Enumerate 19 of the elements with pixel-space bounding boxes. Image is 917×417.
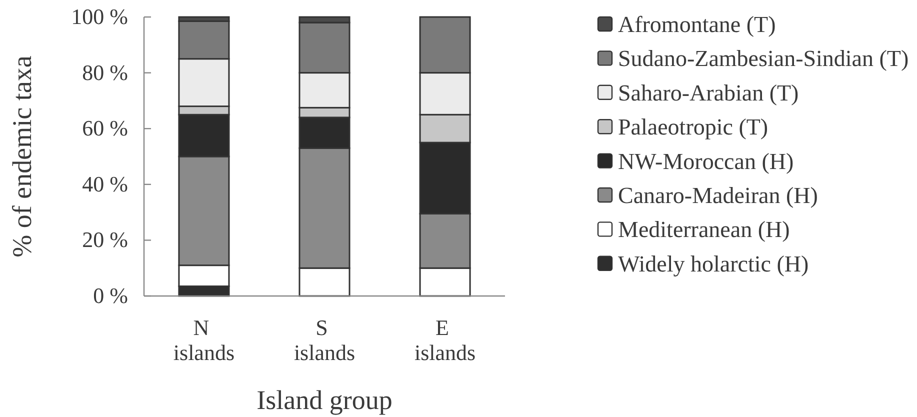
y-tick-label: 0 %	[93, 283, 128, 308]
legend-label: Afromontane (T)	[618, 12, 776, 37]
legend-label: Canaro-Madeiran (H)	[618, 183, 818, 208]
y-tick-label: 100 %	[71, 4, 128, 30]
y-tick-label: 80 %	[82, 60, 128, 85]
legend-label: Mediterranean (H)	[618, 217, 790, 242]
legend-label: Sudano-Zambesian-Sindian (T)	[618, 46, 909, 72]
x-tick-label: N islands	[173, 315, 235, 365]
y-tick-label: 40 %	[82, 171, 128, 196]
x-tick-label: S islands	[294, 315, 356, 365]
x-axis-title: Island group	[256, 385, 392, 415]
legend-label: Widely holarctic (H)	[618, 251, 809, 276]
x-tick-label: E islands	[414, 315, 476, 365]
y-tick-label: 60 %	[82, 116, 128, 141]
legend-label: Saharo-Arabian (T)	[618, 80, 799, 106]
legend-label: Palaeotropic (T)	[618, 114, 768, 140]
y-axis-title: % of endemic taxa	[7, 56, 37, 258]
y-tick-label: 20 %	[82, 227, 128, 252]
legend-label: NW-Moroccan (H)	[618, 148, 794, 174]
